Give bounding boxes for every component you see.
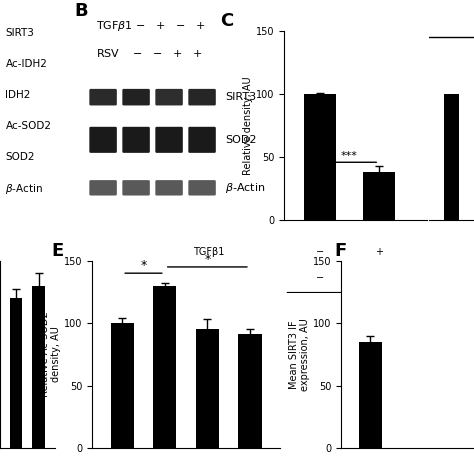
Text: SOD2: SOD2 bbox=[226, 135, 257, 145]
Text: SIRT3: SIRT3 bbox=[6, 28, 35, 38]
FancyBboxPatch shape bbox=[122, 180, 150, 195]
FancyBboxPatch shape bbox=[122, 127, 150, 153]
FancyBboxPatch shape bbox=[155, 180, 183, 195]
Text: *: * bbox=[140, 259, 146, 272]
Y-axis label: Relative density, AU: Relative density, AU bbox=[244, 76, 254, 175]
Text: C: C bbox=[220, 12, 234, 30]
Bar bbox=[359, 342, 382, 448]
Bar bbox=[32, 286, 45, 448]
Text: SOD2: SOD2 bbox=[6, 152, 35, 162]
FancyBboxPatch shape bbox=[122, 89, 150, 106]
Bar bbox=[238, 334, 262, 448]
Bar bbox=[444, 94, 459, 220]
Text: ***: *** bbox=[341, 151, 358, 161]
Text: −: − bbox=[375, 273, 383, 283]
Text: TGF$\beta$1 $-$   $+$   $-$   $+$: TGF$\beta$1 $-$ $+$ $-$ $+$ bbox=[96, 19, 206, 33]
Bar bbox=[110, 323, 134, 448]
Y-axis label: Mean SIRT3 IF
expression, AU: Mean SIRT3 IF expression, AU bbox=[289, 318, 310, 391]
FancyBboxPatch shape bbox=[188, 89, 216, 106]
Text: E: E bbox=[51, 242, 64, 260]
Text: +: + bbox=[375, 247, 383, 257]
Bar bbox=[153, 286, 176, 448]
FancyBboxPatch shape bbox=[188, 127, 216, 153]
Bar bbox=[9, 298, 22, 448]
Y-axis label: Relative Ac-SOD2
density, AU: Relative Ac-SOD2 density, AU bbox=[40, 311, 62, 397]
FancyBboxPatch shape bbox=[188, 180, 216, 195]
Text: Ac-SOD2: Ac-SOD2 bbox=[6, 121, 52, 131]
Text: TGFβ1: TGFβ1 bbox=[193, 247, 225, 257]
Text: F: F bbox=[335, 242, 347, 260]
Text: −: − bbox=[316, 247, 324, 257]
FancyBboxPatch shape bbox=[89, 89, 117, 106]
Text: −: − bbox=[316, 273, 324, 283]
Text: SIRT: SIRT bbox=[345, 300, 366, 310]
Text: B: B bbox=[74, 2, 88, 20]
Text: *: * bbox=[204, 253, 210, 266]
Bar bbox=[196, 329, 219, 448]
Text: $\beta$-Actin: $\beta$-Actin bbox=[226, 182, 266, 195]
FancyBboxPatch shape bbox=[155, 127, 183, 153]
FancyBboxPatch shape bbox=[89, 180, 117, 195]
Text: Ac-IDH2: Ac-IDH2 bbox=[6, 59, 47, 69]
FancyBboxPatch shape bbox=[155, 89, 183, 106]
Text: RSV    $-$   $-$   $+$   $+$: RSV $-$ $-$ $+$ $+$ bbox=[96, 47, 203, 59]
Bar bbox=[304, 94, 336, 220]
FancyBboxPatch shape bbox=[89, 127, 117, 153]
Text: SIRT3: SIRT3 bbox=[226, 92, 256, 102]
Text: IDH2: IDH2 bbox=[6, 90, 31, 100]
Text: $\beta$-Actin: $\beta$-Actin bbox=[6, 182, 44, 197]
Text: RSV: RSV bbox=[205, 273, 225, 283]
Bar bbox=[363, 173, 395, 220]
